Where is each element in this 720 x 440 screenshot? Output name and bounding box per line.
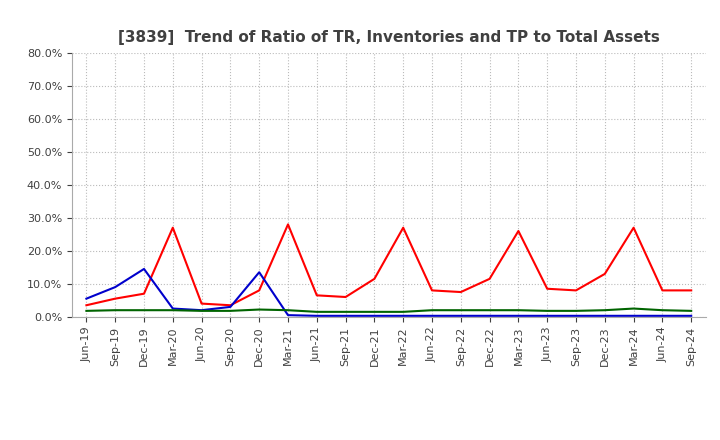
Inventories (399, 313, 408, 319)
Inventories (226, 304, 235, 310)
Trade Receivables (543, 286, 552, 291)
Trade Receivables (140, 291, 148, 297)
Trade Payables (140, 308, 148, 313)
Trade Payables (600, 308, 609, 313)
Inventories (658, 313, 667, 319)
Trade Receivables (514, 228, 523, 234)
Trade Payables (111, 308, 120, 313)
Inventories (370, 313, 379, 319)
Trade Payables (197, 308, 206, 313)
Trade Payables (168, 308, 177, 313)
Trade Receivables (485, 276, 494, 282)
Trade Payables (514, 308, 523, 313)
Inventories (572, 313, 580, 319)
Trade Payables (543, 308, 552, 313)
Inventories (140, 266, 148, 271)
Inventories (600, 313, 609, 319)
Trade Receivables (629, 225, 638, 231)
Trade Receivables (168, 225, 177, 231)
Trade Payables (399, 309, 408, 315)
Trade Receivables (572, 288, 580, 293)
Inventories (197, 308, 206, 313)
Trade Receivables (197, 301, 206, 306)
Inventories (687, 313, 696, 319)
Line: Trade Receivables: Trade Receivables (86, 224, 691, 305)
Inventories (341, 313, 350, 319)
Trade Payables (658, 308, 667, 313)
Inventories (514, 313, 523, 319)
Inventories (111, 284, 120, 290)
Inventories (312, 313, 321, 319)
Inventories (456, 313, 465, 319)
Title: [3839]  Trend of Ratio of TR, Inventories and TP to Total Assets: [3839] Trend of Ratio of TR, Inventories… (118, 29, 660, 45)
Trade Payables (341, 309, 350, 315)
Inventories (284, 312, 292, 318)
Trade Payables (456, 308, 465, 313)
Inventories (629, 313, 638, 319)
Trade Receivables (226, 303, 235, 308)
Trade Receivables (399, 225, 408, 231)
Trade Payables (428, 308, 436, 313)
Trade Receivables (284, 222, 292, 227)
Inventories (168, 306, 177, 311)
Trade Receivables (687, 288, 696, 293)
Trade Payables (629, 306, 638, 311)
Inventories (255, 270, 264, 275)
Line: Trade Payables: Trade Payables (86, 308, 691, 312)
Trade Payables (370, 309, 379, 315)
Trade Receivables (341, 294, 350, 300)
Trade Payables (255, 307, 264, 312)
Trade Receivables (82, 303, 91, 308)
Inventories (428, 313, 436, 319)
Trade Receivables (312, 293, 321, 298)
Trade Receivables (600, 271, 609, 276)
Line: Inventories: Inventories (86, 269, 691, 316)
Inventories (485, 313, 494, 319)
Inventories (543, 313, 552, 319)
Trade Receivables (456, 290, 465, 295)
Trade Payables (82, 308, 91, 313)
Trade Receivables (658, 288, 667, 293)
Trade Payables (687, 308, 696, 313)
Trade Receivables (428, 288, 436, 293)
Trade Payables (312, 309, 321, 315)
Trade Receivables (111, 296, 120, 301)
Trade Payables (284, 308, 292, 313)
Trade Payables (226, 308, 235, 313)
Trade Payables (485, 308, 494, 313)
Trade Payables (572, 308, 580, 313)
Trade Receivables (370, 276, 379, 282)
Inventories (82, 296, 91, 301)
Trade Receivables (255, 288, 264, 293)
